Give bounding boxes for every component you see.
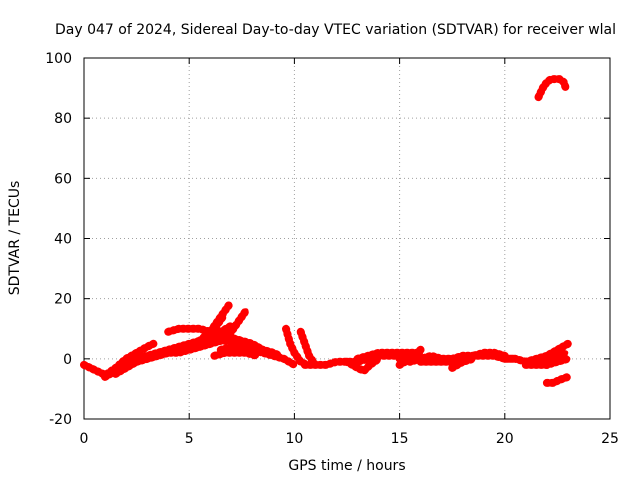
y-tick-label: 80 [54, 111, 72, 127]
series-markers-track-4 [132, 339, 215, 366]
chart-title: Day 047 of 2024, Sidereal Day-to-day VTE… [55, 22, 616, 38]
series-markers-track-21 [448, 354, 478, 372]
series-markers-track-14 [296, 327, 320, 369]
y-tick-label: 20 [54, 292, 72, 308]
y-tick-labels: -20 0 20 40 60 80 100 [45, 51, 72, 428]
series-markers-track-10 [206, 336, 267, 354]
x-tick-label: 0 [80, 431, 89, 447]
x-tick-label: 10 [285, 431, 303, 447]
x-tick-label: 5 [185, 431, 194, 447]
y-tick-label: 100 [45, 51, 72, 67]
series-markers-track-7 [206, 312, 227, 339]
x-tick-label: 25 [601, 431, 619, 447]
series-markers-track-8 [223, 306, 250, 342]
series-markers-track-5 [164, 324, 215, 336]
data-series [80, 75, 572, 387]
series-markers-track-12 [210, 348, 261, 360]
series-markers-track-25 [532, 354, 572, 369]
series-markers-track-16 [343, 354, 383, 375]
series-markers-track-11 [216, 342, 299, 369]
x-tick-label: 15 [391, 431, 409, 447]
x-tick-labels: 0 5 10 15 20 25 [80, 431, 619, 447]
y-tick-label: 40 [54, 232, 72, 248]
y-tick-label: -20 [49, 412, 72, 428]
y-tick-label: 60 [54, 171, 72, 187]
series-markers-track-17 [353, 348, 425, 363]
series-markers-track-27 [534, 75, 570, 102]
x-tick-label: 20 [496, 431, 514, 447]
y-tick-label: 0 [63, 352, 72, 368]
axis-ticks [83, 57, 611, 420]
x-axis-label: GPS time / hours [288, 458, 405, 474]
y-axis-label: SDTVAR / TECUs [7, 181, 23, 296]
series-markers-track-24 [521, 339, 572, 366]
series-markers-track-26 [542, 372, 572, 387]
